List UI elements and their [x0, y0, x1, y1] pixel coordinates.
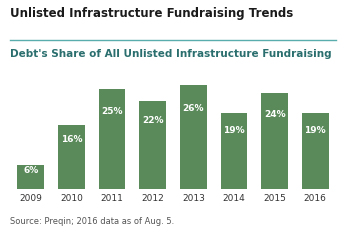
Text: 22%: 22%	[142, 116, 163, 125]
Text: 24%: 24%	[264, 110, 285, 119]
Text: 25%: 25%	[101, 107, 123, 116]
Text: 19%: 19%	[223, 126, 245, 135]
Bar	[18, 165, 44, 189]
Text: 19%: 19%	[304, 126, 326, 135]
Text: 6%: 6%	[23, 166, 38, 175]
Text: 16%: 16%	[61, 135, 82, 144]
Text: 26%: 26%	[183, 104, 204, 113]
Text: Debt's Share of All Unlisted Infrastructure Fundraising: Debt's Share of All Unlisted Infrastruct…	[10, 49, 332, 58]
Bar	[139, 101, 166, 189]
Bar	[99, 89, 125, 189]
Bar	[221, 113, 247, 189]
Text: Source: Preqin; 2016 data as of Aug. 5.: Source: Preqin; 2016 data as of Aug. 5.	[10, 217, 175, 226]
Text: Unlisted Infrastructure Fundraising Trends: Unlisted Infrastructure Fundraising Tren…	[10, 7, 294, 20]
Bar	[180, 85, 207, 189]
Bar	[58, 125, 84, 189]
Bar	[262, 93, 288, 189]
Bar	[302, 113, 328, 189]
